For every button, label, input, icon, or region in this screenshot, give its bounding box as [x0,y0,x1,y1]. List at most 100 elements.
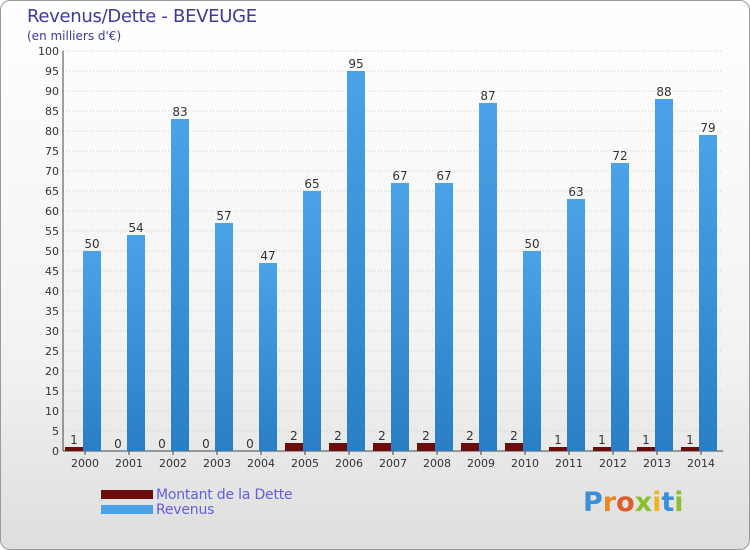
legend-item-revenue: Revenus [101,501,292,518]
debt-bar [461,443,479,451]
legend-item-debt: Montant de la Dette [101,486,293,503]
debt-value-label: 1 [70,433,78,447]
debt-bar [681,447,699,451]
revenue-value-label: 47 [260,249,275,263]
revenue-bar [611,163,629,451]
x-tick-label: 2007 [379,457,407,470]
chart-subtitle: (en milliers d'€) [27,29,122,43]
debt-value-label: 2 [378,429,386,443]
revenue-value-label: 67 [436,169,451,183]
y-tick-label: 15 [45,385,59,398]
x-tick-label: 2002 [159,457,187,470]
debt-value-label: 1 [686,433,694,447]
debt-bar [549,447,567,451]
debt-bar [637,447,655,451]
revenue-value-label: 65 [304,177,319,191]
x-tick-label: 2004 [247,457,275,470]
y-tick-label: 55 [45,225,59,238]
revenue-value-label: 50 [84,237,99,251]
x-tick-label: 2012 [599,457,627,470]
legend-label-debt: Montant de la Dette [156,486,293,503]
y-tick-label: 0 [52,445,59,458]
x-tick-label: 2001 [115,457,143,470]
proxiti-logo: Proxiti [583,487,684,518]
legend-label-revenue: Revenus [156,501,215,518]
logo-letter: o [616,487,635,518]
revenue-value-label: 72 [612,149,627,163]
debt-value-label: 2 [290,429,298,443]
y-tick-label: 80 [45,125,59,138]
revenue-bar [435,183,453,451]
y-tick-label: 75 [45,145,59,158]
y-tick-label: 25 [45,345,59,358]
x-tick-label: 2014 [687,457,715,470]
revenue-bar [523,251,541,451]
y-tick-label: 5 [52,425,59,438]
revenue-value-label: 79 [700,121,715,135]
debt-bar [65,447,83,451]
y-tick-label: 60 [45,205,59,218]
y-tick-label: 95 [45,65,59,78]
y-tick-label: 90 [45,85,59,98]
revenue-value-label: 57 [216,209,231,223]
revenue-value-label: 54 [128,221,143,235]
revenue-bar [171,119,189,451]
y-tick-label: 100 [38,45,59,58]
logo-letter: r [602,487,617,518]
legend-swatch-revenue [101,505,153,514]
y-tick-label: 40 [45,285,59,298]
revenue-value-label: 95 [348,57,363,71]
logo-letter: i [652,487,662,518]
x-tick-label: 2003 [203,457,231,470]
y-tick-label: 35 [45,305,59,318]
revenue-value-label: 67 [392,169,407,183]
debt-value-label: 1 [598,433,606,447]
x-tick-label: 2011 [555,457,583,470]
x-tick-label: 2005 [291,457,319,470]
x-tick-label: 2010 [511,457,539,470]
debt-bar [329,443,347,451]
logo-letter: x [634,487,653,518]
logo-letter: t [661,487,675,518]
debt-bar [417,443,435,451]
legend-swatch-debt [101,490,153,499]
x-tick-label: 2008 [423,457,451,470]
revenue-bar [127,235,145,451]
revenue-bar [479,103,497,451]
revenue-bar [83,251,101,451]
debt-bar [373,443,391,451]
y-tick-label: 20 [45,365,59,378]
y-tick-label: 65 [45,185,59,198]
debt-value-label: 0 [202,437,210,451]
revenue-bar [347,71,365,451]
revenue-value-label: 50 [524,237,539,251]
debt-value-label: 1 [642,433,650,447]
debt-value-label: 0 [158,437,166,451]
y-tick-label: 30 [45,325,59,338]
y-tick-label: 10 [45,405,59,418]
debt-value-label: 2 [466,429,474,443]
debt-value-label: 2 [334,429,342,443]
debt-bar [593,447,611,451]
y-tick-label: 45 [45,265,59,278]
revenue-bar [699,135,717,451]
revenue-value-label: 88 [656,85,671,99]
y-tick-label: 50 [45,245,59,258]
revenue-value-label: 87 [480,89,495,103]
debt-value-label: 1 [554,433,562,447]
revenue-value-label: 63 [568,185,583,199]
x-tick-label: 2006 [335,457,363,470]
logo-letter: P [583,487,603,518]
debt-bar [505,443,523,451]
revenue-bar [655,99,673,451]
debt-value-label: 2 [422,429,430,443]
x-tick-label: 2009 [467,457,495,470]
revenue-bar [215,223,233,451]
revenue-bar [259,263,277,451]
debt-value-label: 0 [114,437,122,451]
y-tick-label: 70 [45,165,59,178]
y-tick-label: 85 [45,105,59,118]
revenue-bar [391,183,409,451]
revenue-bar [303,191,321,451]
